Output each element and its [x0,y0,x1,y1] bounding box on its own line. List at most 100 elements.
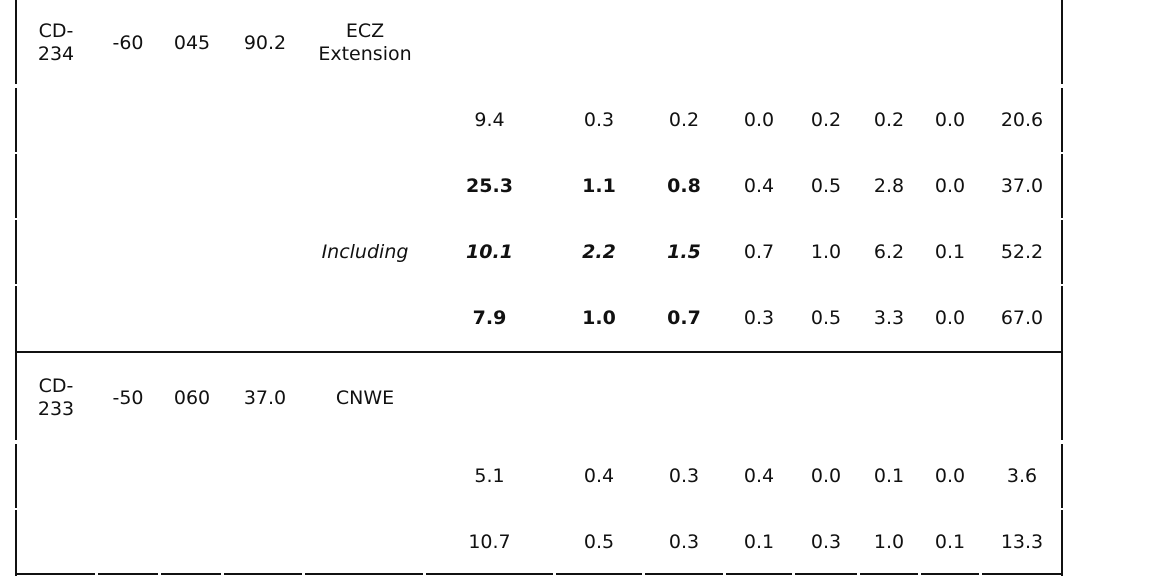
value-col-7-cell: 0.0 [934,108,966,131]
table-row: 10.7 0.5 0.3 0.1 0.3 1.0 0.1 13.3 [15,510,1063,574]
value-col-5-cell: 0.5 [810,174,842,197]
table-row: CD- 233 -50 060 37.0 CNWE [15,354,1063,442]
value-col-7-cell: 0.0 [934,464,966,487]
bottom-border-segment [982,573,1063,575]
table-border-left [15,444,17,508]
bottom-border-segment [305,573,423,575]
bottom-border-segment [224,573,302,575]
length-cell: 37.0 [243,386,287,409]
value-col-5-cell: 0.2 [810,108,842,131]
value-col-1-cell: 10.1 [466,240,513,263]
azimuth-cell: 045 [173,31,211,54]
value-col-1-cell: 10.7 [468,530,511,553]
value-col-8-cell: 3.6 [1006,464,1038,487]
bottom-border-segment [860,573,918,575]
value-col-5-cell: 0.3 [810,530,842,553]
bottom-border-segment [426,573,553,575]
dip-cell: -50 [112,386,144,409]
table-row: 9.4 0.3 0.2 0.0 0.2 0.2 0.0 20.6 [15,88,1063,152]
row-label [305,444,425,508]
bottom-border-segment [161,573,221,575]
value-col-3-cell: 1.5 [667,240,701,263]
table-border-right [1061,354,1063,440]
dip-cell: -60 [112,31,144,54]
value-col-1-cell: 7.9 [472,306,507,329]
table-row: CD- 234 -60 045 90.2 ECZ Extension [15,0,1063,86]
bottom-border-segment [98,573,158,575]
table-border-left [15,154,17,218]
row-label: Including [321,240,409,263]
value-col-7-cell: 0.1 [934,240,966,263]
value-col-1-cell: 5.1 [474,464,505,487]
hole-id-line2: 234 [37,43,75,65]
value-col-4-cell: 0.4 [743,464,775,487]
value-col-2-cell: 0.5 [583,530,615,553]
value-col-5-cell: 1.0 [810,240,842,263]
section-divider [15,351,1063,353]
value-col-4-cell: 0.0 [743,108,775,131]
table-row: Including 10.1 2.2 1.5 0.7 1.0 6.2 0.1 52.2 [15,220,1063,284]
hole-id-cell: CD- 234 [21,0,91,86]
table-border-right [1061,510,1063,576]
target-line2: Extension [318,43,412,65]
table-border-left [15,220,17,284]
bottom-border-segment [556,573,642,575]
row-label [305,88,425,152]
bottom-border-segment [795,573,857,575]
table-row: 7.9 1.0 0.7 0.3 0.5 3.3 0.0 67.0 [15,286,1063,350]
value-col-6-cell: 1.0 [873,530,905,553]
table-border-right [1061,444,1063,508]
value-col-3-cell: 0.3 [668,530,700,553]
value-col-8-cell: 37.0 [1000,174,1044,197]
row-label [305,154,425,218]
value-col-4-cell: 0.3 [743,306,775,329]
bottom-border-segment [645,573,723,575]
value-col-3-cell: 0.3 [668,464,700,487]
bottom-border-segment [921,573,979,575]
hole-id-line2: 233 [37,398,75,420]
value-col-3-cell: 0.7 [667,306,701,329]
assay-results-table: CD- 234 -60 045 90.2 ECZ Extension 9.4 0.… [15,0,1063,582]
target-cell: ECZ Extension [305,0,425,86]
row-label [305,510,425,574]
value-col-4-cell: 0.7 [743,240,775,263]
table-border-right [1061,220,1063,284]
value-col-6-cell: 3.3 [873,306,905,329]
value-col-7-cell: 0.1 [934,530,966,553]
value-col-6-cell: 6.2 [873,240,905,263]
value-col-7-cell: 0.0 [934,174,966,197]
value-col-8-cell: 52.2 [1000,240,1044,263]
table-border-left [15,354,17,440]
target-cell: CNWE [335,386,395,409]
table-border-right [1061,88,1063,152]
table-border-left [15,286,17,354]
table-border-left [15,88,17,152]
value-col-2-cell: 1.1 [582,174,616,197]
table-border-left [15,0,17,84]
table-row: 5.1 0.4 0.3 0.4 0.0 0.1 0.0 3.6 [15,444,1063,508]
value-col-8-cell: 13.3 [1000,530,1044,553]
bottom-border-segment [726,573,792,575]
value-col-4-cell: 0.1 [743,530,775,553]
row-label [305,286,425,350]
azimuth-cell: 060 [173,386,211,409]
value-col-2-cell: 2.2 [582,240,616,263]
table-row: 25.3 1.1 0.8 0.4 0.5 2.8 0.0 37.0 [15,154,1063,218]
table-border-right [1061,154,1063,218]
value-col-3-cell: 0.2 [668,108,700,131]
value-col-6-cell: 0.2 [873,108,905,131]
bottom-border-segment [15,573,95,575]
value-col-2-cell: 1.0 [582,306,616,329]
value-col-5-cell: 0.5 [810,306,842,329]
table-border-right [1061,0,1063,84]
value-col-3-cell: 0.8 [667,174,701,197]
value-col-5-cell: 0.0 [810,464,842,487]
value-col-7-cell: 0.0 [934,306,966,329]
table-border-right [1061,286,1063,354]
hole-id-cell: CD- 233 [21,354,91,442]
value-col-8-cell: 20.6 [1000,108,1044,131]
value-col-1-cell: 25.3 [466,174,513,197]
value-col-6-cell: 0.1 [873,464,905,487]
table-border-left [15,510,17,576]
value-col-2-cell: 0.4 [583,464,615,487]
